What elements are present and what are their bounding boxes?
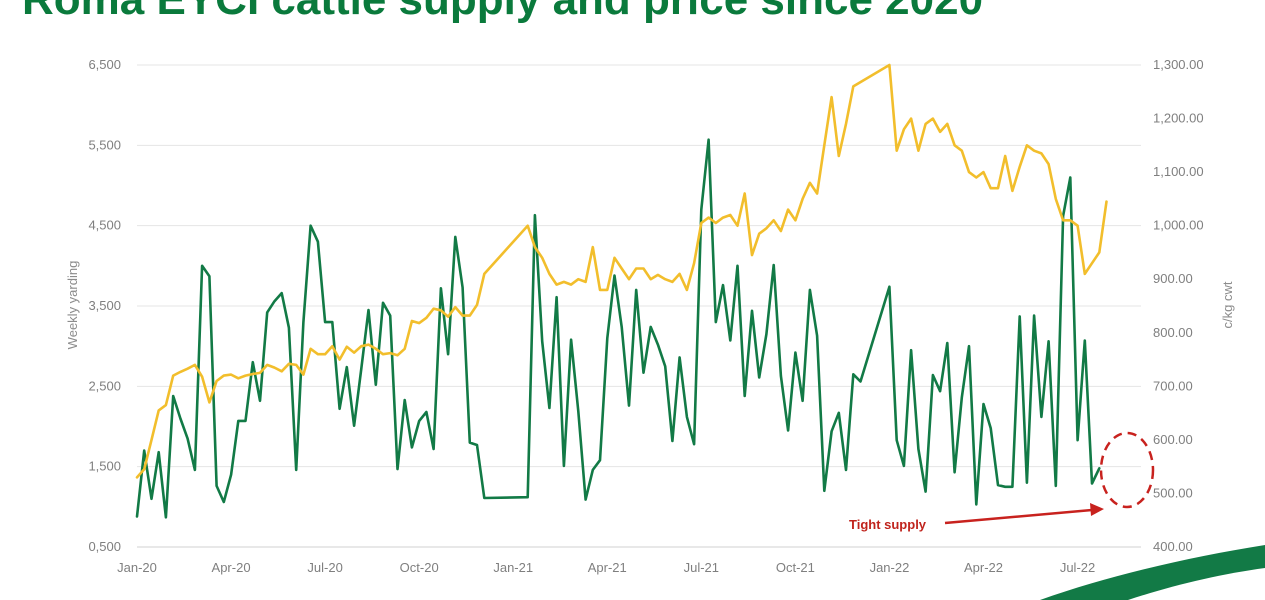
x-axis-ticks: Jan-20 Apr-20 Jul-20 Oct-20 Jan-21 Apr-21 Jul-…: [117, 560, 1095, 575]
y2-tick-label: 500.00: [1153, 485, 1193, 500]
y2-tick-label: 800.00: [1153, 325, 1193, 340]
x-tick-label: Oct-21: [776, 560, 815, 575]
x-tick-label: Jan-22: [870, 560, 910, 575]
x-tick-label: Apr-22: [964, 560, 1003, 575]
y2-tick-label: 700.00: [1153, 378, 1193, 393]
x-tick-label: Jul-21: [684, 560, 719, 575]
x-tick-label: Jan-20: [117, 560, 157, 575]
y2-axis-title: c/kg cwt: [1220, 281, 1235, 328]
price-line: [135, 63, 1108, 479]
y-tick-label: 6,500: [88, 57, 121, 72]
y2-tick-label: 1,300.00: [1153, 57, 1204, 72]
x-tick-label: Jul-22: [1060, 560, 1095, 575]
y2-tick-label: 900.00: [1153, 271, 1193, 286]
x-tick-label: Oct-20: [400, 560, 439, 575]
y2-tick-label: 400.00: [1153, 539, 1193, 554]
x-tick-label: Apr-20: [212, 560, 251, 575]
y2-tick-label: 1,200.00: [1153, 111, 1204, 126]
x-tick-label: Jul-20: [307, 560, 342, 575]
right-axis-ticks: 400.00 500.00 600.00 700.00 800.00 900.00 1,00…: [1153, 57, 1204, 554]
y-axis-title: Weekly yarding: [65, 261, 80, 350]
slide-title: Roma EYCI cattle supply and price since …: [22, 0, 983, 22]
left-axis-ticks: 0,500 1,500 2,500 3,500 4,500 5,500 6,500: [88, 57, 121, 554]
y-tick-label: 1,500: [88, 459, 121, 474]
tight-supply-annotation: Tight supply: [849, 431, 1155, 532]
y-tick-label: 5,500: [88, 137, 121, 152]
y-tick-label: 2,500: [88, 378, 121, 393]
y-tick-label: 4,500: [88, 218, 121, 233]
x-tick-label: Jan-21: [493, 560, 533, 575]
y-tick-label: 0,500: [88, 539, 121, 554]
x-tick-label: Apr-21: [588, 560, 627, 575]
chart-gridlines: [137, 64, 1141, 468]
y2-tick-label: 1,100.00: [1153, 164, 1204, 179]
annotation-arrow-line: [944, 508, 1093, 525]
annotation-circle: [1099, 431, 1155, 509]
y2-tick-label: 1,000.00: [1153, 218, 1204, 233]
annotation-arrowhead: [1090, 503, 1104, 516]
supply-line: [135, 138, 1101, 519]
y-tick-label: 3,500: [88, 298, 121, 313]
series-lines: [135, 63, 1108, 519]
annotation-label: Tight supply: [849, 517, 927, 532]
y2-tick-label: 600.00: [1153, 432, 1193, 447]
